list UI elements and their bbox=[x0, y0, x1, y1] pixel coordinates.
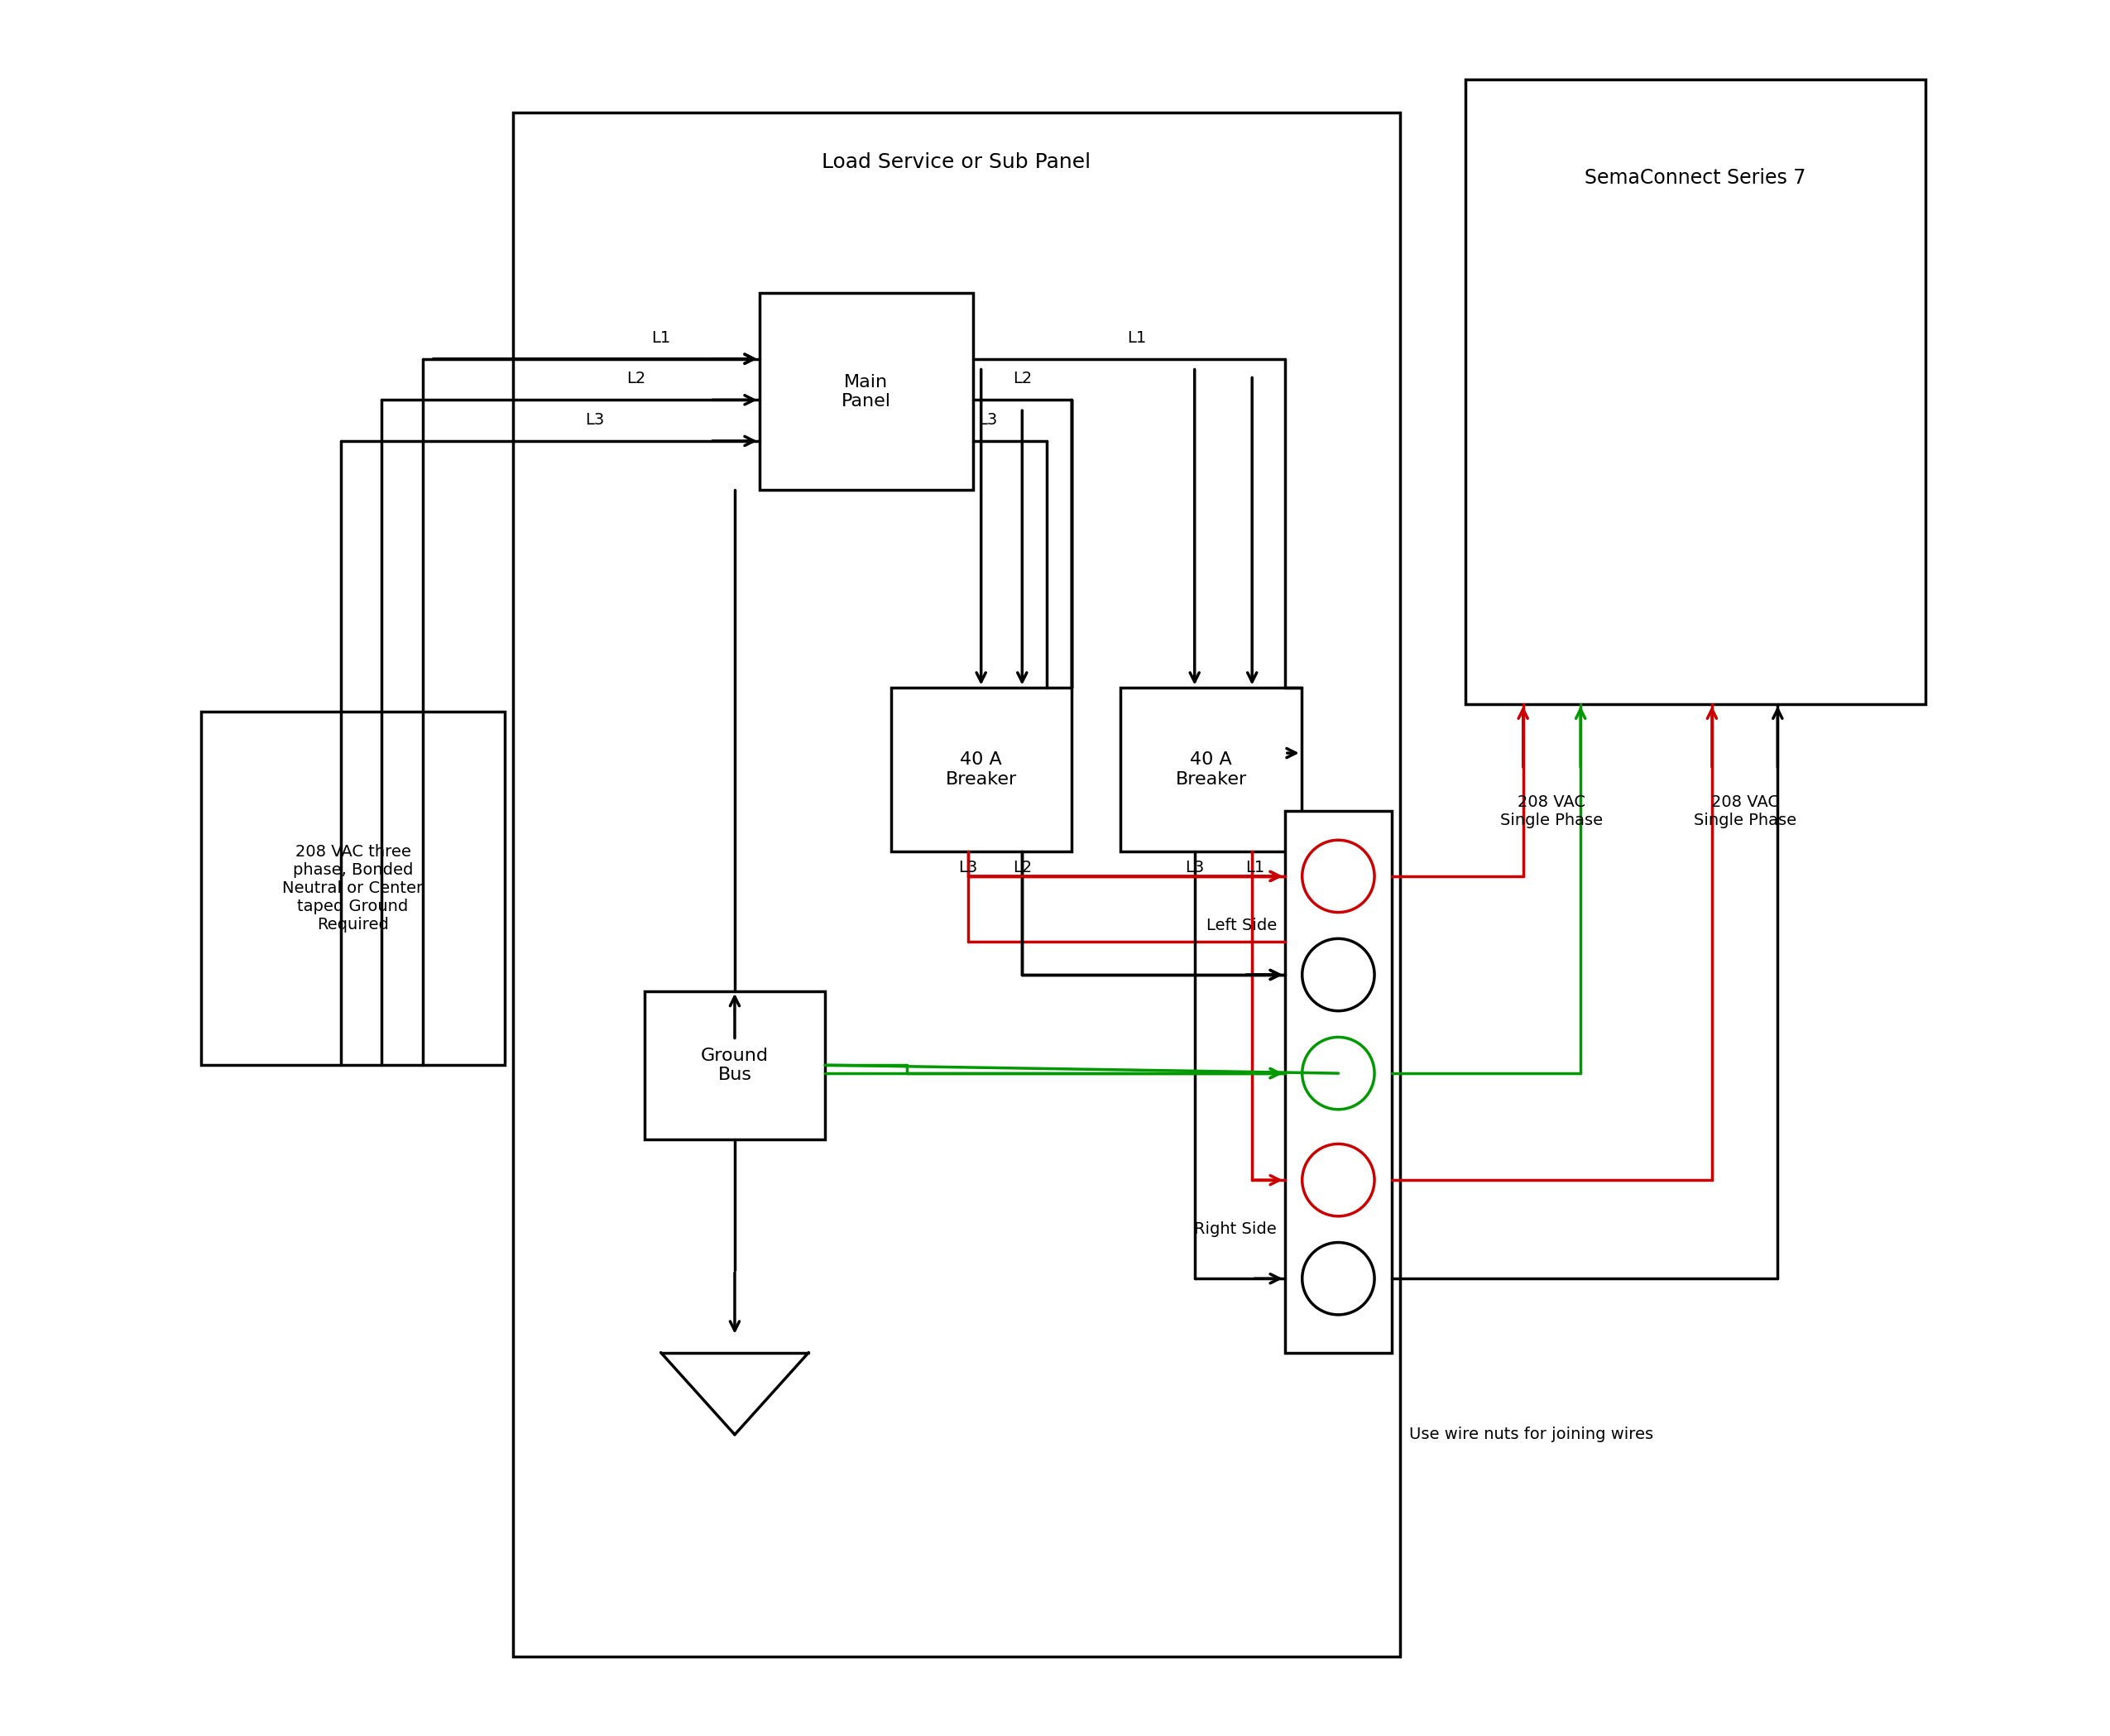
Text: 40 A
Breaker: 40 A Breaker bbox=[945, 752, 1017, 788]
Text: 208 VAC three
phase, Bonded
Neutral or Center
taped Ground
Required: 208 VAC three phase, Bonded Neutral or C… bbox=[283, 844, 424, 932]
Text: L3: L3 bbox=[584, 411, 606, 427]
Text: Left Side: Left Side bbox=[1207, 918, 1277, 934]
Text: 208 VAC
Single Phase: 208 VAC Single Phase bbox=[1694, 793, 1796, 828]
Bar bbox=[644, 991, 825, 1139]
Bar bbox=[1120, 687, 1302, 852]
Circle shape bbox=[1302, 1144, 1374, 1217]
Circle shape bbox=[1302, 1243, 1374, 1314]
Text: Right Side: Right Side bbox=[1194, 1222, 1277, 1238]
Text: Main
Panel: Main Panel bbox=[842, 373, 890, 410]
Bar bbox=[513, 113, 1399, 1656]
Text: 208 VAC
Single Phase: 208 VAC Single Phase bbox=[1500, 793, 1604, 828]
Text: Ground
Bus: Ground Bus bbox=[701, 1047, 768, 1083]
Circle shape bbox=[1302, 840, 1374, 913]
Bar bbox=[760, 293, 973, 490]
Circle shape bbox=[1302, 939, 1374, 1010]
Text: Load Service or Sub Panel: Load Service or Sub Panel bbox=[823, 151, 1091, 172]
Bar bbox=[1466, 80, 1926, 703]
Bar bbox=[1285, 811, 1393, 1352]
Text: L2: L2 bbox=[1013, 372, 1032, 387]
Text: L1: L1 bbox=[1127, 330, 1146, 345]
Bar bbox=[200, 712, 504, 1066]
Text: L1: L1 bbox=[652, 330, 671, 345]
Bar bbox=[890, 687, 1072, 852]
Text: SemaConnect Series 7: SemaConnect Series 7 bbox=[1585, 168, 1806, 187]
Text: Use wire nuts for joining wires: Use wire nuts for joining wires bbox=[1409, 1427, 1654, 1443]
Text: L2: L2 bbox=[627, 372, 646, 387]
Circle shape bbox=[1302, 1036, 1374, 1109]
Text: L1: L1 bbox=[1245, 859, 1266, 875]
Text: L3: L3 bbox=[958, 859, 977, 875]
Text: 40 A
Breaker: 40 A Breaker bbox=[1175, 752, 1247, 788]
Text: L3: L3 bbox=[979, 411, 998, 427]
Text: L2: L2 bbox=[1013, 859, 1032, 875]
Text: L3: L3 bbox=[1186, 859, 1205, 875]
